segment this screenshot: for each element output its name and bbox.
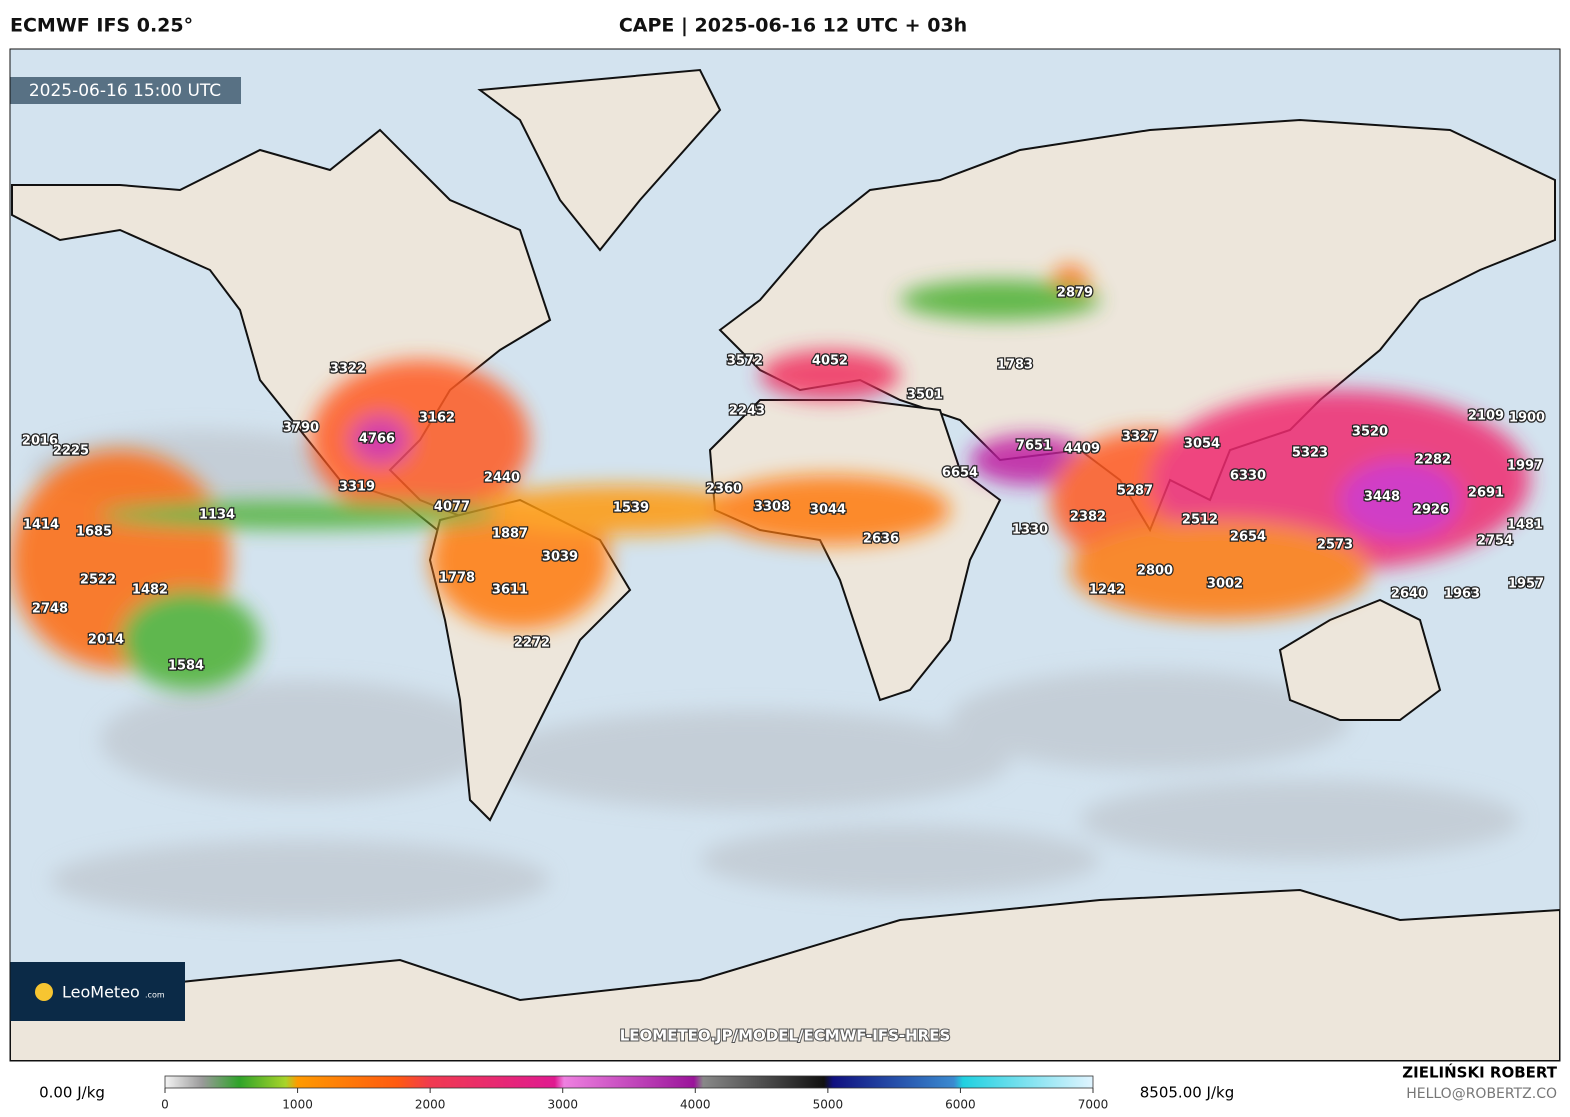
cape-value: 3308 xyxy=(754,500,790,515)
colorbar-tick-label: 1000 xyxy=(282,1098,313,1112)
cape-value: 2243 xyxy=(729,404,765,419)
cape-value: 1481 xyxy=(1507,518,1543,533)
cape-value: 3790 xyxy=(283,421,319,436)
cape-value: 3322 xyxy=(330,362,366,377)
cape-value: 6330 xyxy=(1230,469,1266,484)
cape-value: 2691 xyxy=(1468,486,1504,501)
cape-value: 2754 xyxy=(1477,534,1513,549)
cape-value: 2109 xyxy=(1468,409,1504,424)
cape-value: 3319 xyxy=(339,480,375,495)
cape-value: 1539 xyxy=(613,501,649,516)
map-title: CAPE | 2025-06-16 12 UTC + 03h xyxy=(619,15,967,37)
author: ZIELIŃSKI ROBERT xyxy=(1402,1063,1557,1082)
cape-value: 3162 xyxy=(419,411,455,426)
cape-value: 2225 xyxy=(53,444,89,459)
cape-value: 1242 xyxy=(1089,583,1125,598)
cape-field xyxy=(10,265,1530,690)
cape-value: 6654 xyxy=(942,466,978,481)
cape-value: 3611 xyxy=(492,583,528,598)
colorbar-ticks: 0 1000 2000 3000 4000 5000 6000 7000 xyxy=(161,1088,1108,1112)
cape-value: 5287 xyxy=(1117,484,1153,499)
cape-value: 1900 xyxy=(1509,411,1545,426)
colorbar-tick-label: 5000 xyxy=(813,1098,844,1112)
cape-value: 3054 xyxy=(1184,437,1220,452)
cape-value: 2440 xyxy=(484,471,520,486)
colorbar-max: 8505.00 J/kg xyxy=(1140,1084,1234,1102)
cape-value: 7651 xyxy=(1016,439,1052,454)
cape-value: 1330 xyxy=(1012,523,1048,538)
cape-value: 1783 xyxy=(997,358,1033,373)
cape-value: 1414 xyxy=(23,518,59,533)
watermark: LEOMETEO.JP/MODEL/ECMWF-IFS-HRES xyxy=(620,1027,951,1045)
cape-value: 5323 xyxy=(1292,446,1328,461)
cape-value: 1778 xyxy=(439,571,475,586)
model-name: ECMWF IFS 0.25° xyxy=(10,15,193,37)
cape-value: 1963 xyxy=(1444,587,1480,602)
colorbar xyxy=(164,1075,1094,1089)
cape-value: 3039 xyxy=(542,550,578,565)
logo-suffix: .com xyxy=(145,991,165,1000)
colorbar-tick-label: 0 xyxy=(161,1098,169,1112)
cape-value: 2640 xyxy=(1391,587,1427,602)
cape-value: 2636 xyxy=(863,532,899,547)
cape-value: 2360 xyxy=(706,482,742,497)
cape-value: 1997 xyxy=(1507,459,1543,474)
valid-time: 2025-06-16 15:00 UTC xyxy=(29,81,221,101)
colorbar-tick-label: 2000 xyxy=(415,1098,446,1112)
colorbar-tick-label: 3000 xyxy=(547,1098,578,1112)
cape-value: 2748 xyxy=(32,602,68,617)
cape-value: 3520 xyxy=(1352,425,1388,440)
time-box xyxy=(10,77,241,104)
cape-value: 2800 xyxy=(1137,564,1173,579)
colorbar-min: 0.00 J/kg xyxy=(39,1084,105,1102)
cape-value: 1584 xyxy=(168,659,204,674)
cape-value: 4077 xyxy=(434,500,470,515)
cape-value: 2573 xyxy=(1317,538,1353,553)
cape-value: 3327 xyxy=(1122,430,1158,445)
cape-value: 1887 xyxy=(492,527,528,542)
cape-value: 2512 xyxy=(1182,513,1218,528)
cape-value: 2016 xyxy=(22,434,58,449)
cape-value: 3044 xyxy=(810,503,846,518)
cape-value: 2282 xyxy=(1415,453,1451,468)
cape-value: 2926 xyxy=(1413,503,1449,518)
map: 2879 3572 4052 1783 3322 3501 2243 3162 3790 4766… xyxy=(10,49,1560,1061)
map-frame xyxy=(9,48,1561,1062)
cape-value: 4052 xyxy=(812,354,848,369)
cape-value: 2654 xyxy=(1230,530,1266,545)
cape-value: 1957 xyxy=(1508,577,1544,592)
cape-value: 1134 xyxy=(199,508,235,523)
cape-value: 2272 xyxy=(514,636,550,651)
cape-value: 2522 xyxy=(80,573,116,588)
cape-value: 2014 xyxy=(88,633,124,648)
colorbar-tick-label: 7000 xyxy=(1078,1098,1109,1112)
cape-value: 4766 xyxy=(359,432,395,447)
colorbar-tick-label: 4000 xyxy=(680,1098,711,1112)
logo-name: LeoMeteo xyxy=(62,983,140,1002)
cape-value: 1482 xyxy=(132,583,168,598)
contact: HELLO@ROBERTZ.CO xyxy=(1406,1086,1557,1102)
cape-value: 2382 xyxy=(1070,510,1106,525)
cape-value: 2879 xyxy=(1057,286,1093,301)
cape-value: 4409 xyxy=(1064,442,1100,457)
colorbar-tick-label: 6000 xyxy=(945,1098,976,1112)
cape-value: 3002 xyxy=(1207,577,1243,592)
cape-value: 3501 xyxy=(907,388,943,403)
cape-value: 1685 xyxy=(76,525,112,540)
value-labels: 2879 3572 4052 1783 3322 3501 2243 3162 3790 4766… xyxy=(21,284,1547,675)
cape-value: 3448 xyxy=(1364,490,1400,505)
clouds xyxy=(30,430,1520,920)
cape-value: 3572 xyxy=(727,354,763,369)
logo-sun xyxy=(35,983,53,1001)
